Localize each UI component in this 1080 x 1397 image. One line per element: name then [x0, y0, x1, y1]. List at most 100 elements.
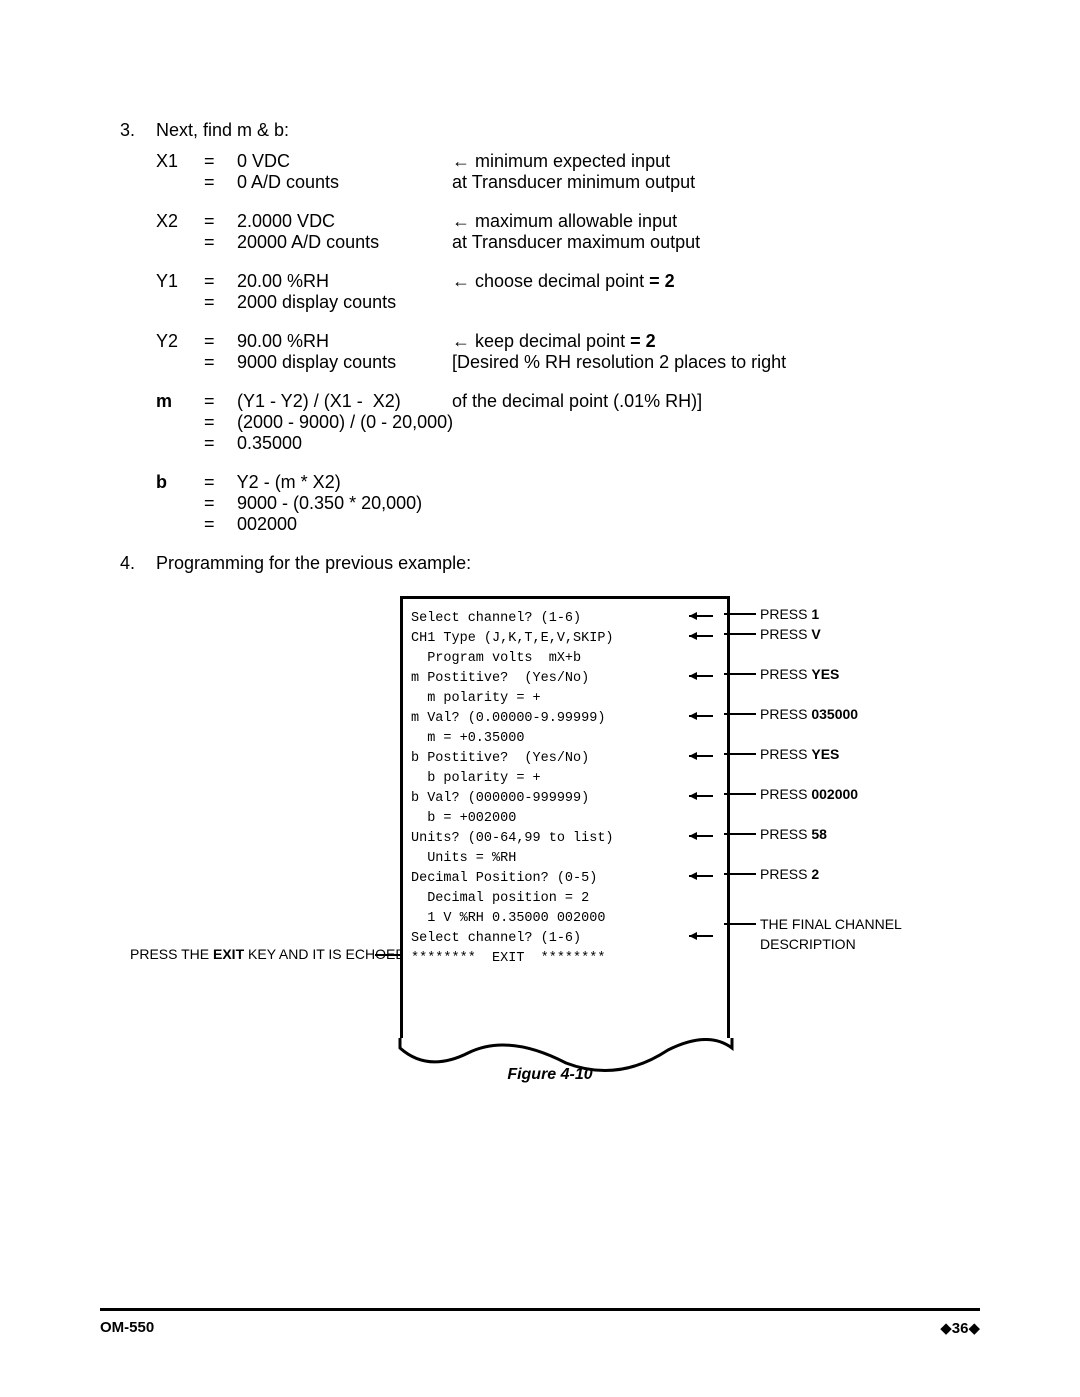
connector-line [724, 923, 756, 925]
calc-value: 0.35000 [232, 433, 452, 454]
calc-value: 0 A/D counts [232, 172, 452, 193]
arrow-left-icon [689, 629, 715, 649]
terminal-line: m Val? (0.00000-9.99999) [411, 709, 719, 729]
step-4: 4. Programming for the previous example: [120, 553, 980, 574]
calc-equals: = [204, 271, 232, 292]
step3-calc-grid: X1= 0 VDC← minimum expected input= 0 A/D… [156, 151, 980, 454]
calc-equals: = [204, 211, 232, 232]
left-exit-label: PRESS THE EXIT KEY AND IT IS ECHOED [130, 946, 405, 962]
calc-label: X1 [156, 151, 204, 172]
terminal-line: b polarity = + [411, 769, 719, 789]
step4-title: Programming for the previous example: [156, 553, 471, 574]
calc-label [156, 493, 204, 514]
page-footer: OM-550 ◆36◆ [100, 1308, 980, 1337]
connector-line [724, 753, 756, 755]
terminal-line: b Val? (000000-999999) [411, 789, 719, 809]
arrow-left-icon [689, 829, 715, 849]
right-note: PRESS 035000 [760, 704, 858, 724]
calc-label [156, 172, 204, 193]
calc-value: 90.00 %RH [232, 331, 452, 352]
connector-line [724, 873, 756, 875]
calc-label [156, 433, 204, 454]
calc-value: (Y1 - Y2) / (X1 - X2) [232, 391, 452, 412]
torn-edge [398, 1038, 734, 1068]
arrow-left-icon [689, 869, 715, 889]
terminal-line: CH1 Type (J,K,T,E,V,SKIP) [411, 629, 719, 649]
calc-value: 002000 [232, 514, 452, 535]
arrow-left-icon [689, 749, 715, 769]
calc-equals: = [204, 232, 232, 253]
arrow-left-icon [689, 789, 715, 809]
calc-equals: = [204, 391, 232, 412]
step4-number: 4. [120, 553, 156, 574]
calc-equals: = [204, 292, 232, 313]
calc-label: Y2 [156, 331, 204, 352]
figure-4-10: PRESS THE EXIT KEY AND IT IS ECHOED Sele… [120, 596, 980, 1106]
calc-note: ← minimum expected input [452, 151, 812, 172]
calc-equals: = [204, 514, 232, 535]
terminal-box: Select channel? (1-6)CH1 Type (J,K,T,E,V… [400, 596, 730, 1046]
right-note: PRESS YES [760, 744, 839, 764]
right-note: PRESS 002000 [760, 784, 858, 804]
terminal-line: m polarity = + [411, 689, 719, 709]
terminal-line: Program volts mX+b [411, 649, 719, 669]
terminal-line: Units = %RH [411, 849, 719, 869]
calc-value: 9000 - (0.350 * 20,000) [232, 493, 452, 514]
calc-note: at Transducer maximum output [452, 232, 812, 253]
calc-equals: = [204, 472, 232, 493]
calc-note: at Transducer minimum output [452, 172, 812, 193]
calc-note [452, 433, 812, 454]
connector-line [724, 833, 756, 835]
right-note: THE FINAL CHANNELDESCRIPTION [760, 914, 902, 954]
calc-note: of the decimal point (.01% RH)] [452, 391, 812, 412]
calc-note: [Desired % RH resolution 2 places to rig… [452, 352, 812, 373]
calc-equals: = [204, 151, 232, 172]
right-note: PRESS 1 [760, 604, 819, 624]
connector-line [724, 673, 756, 675]
connector-line [724, 613, 756, 615]
calc-note: ← choose decimal point = 2 [452, 271, 812, 292]
terminal-line: b = +002000 [411, 809, 719, 829]
figure-caption: Figure 4-10 [120, 1066, 980, 1084]
right-note: PRESS 2 [760, 864, 819, 884]
right-note: PRESS YES [760, 664, 839, 684]
arrow-left-icon [689, 929, 715, 949]
calc-note [452, 292, 812, 313]
calc-equals: = [204, 412, 232, 433]
terminal-line: Decimal Position? (0-5) [411, 869, 719, 889]
calc-value: 2.0000 VDC [232, 211, 452, 232]
arrow-left-icon [689, 669, 715, 689]
step3-b-grid: b= Y2 - (m * X2)= 9000 - (0.350 * 20,000… [156, 472, 980, 535]
calc-value: 20.00 %RH [232, 271, 452, 292]
connector-line [724, 633, 756, 635]
page-number-wrap: ◆36◆ [940, 1319, 980, 1337]
calc-value: 0 VDC [232, 151, 452, 172]
calc-label: Y1 [156, 271, 204, 292]
calc-note [452, 514, 812, 535]
step3-number: 3. [120, 120, 156, 141]
calc-label: X2 [156, 211, 204, 232]
terminal-line: Units? (00-64,99 to list) [411, 829, 719, 849]
calc-label [156, 412, 204, 433]
calc-value: 2000 display counts [232, 292, 452, 313]
step3-title: Next, find m & b: [156, 120, 289, 141]
terminal-line: Select channel? (1-6) [411, 929, 719, 949]
calc-note: ← maximum allowable input [452, 211, 812, 232]
calc-value: (2000 - 9000) / (0 - 20,000) [232, 412, 452, 433]
terminal-line: Select channel? (1-6) [411, 609, 719, 629]
calc-value: 9000 display counts [232, 352, 452, 373]
calc-label: m [156, 391, 204, 412]
calc-note: ← keep decimal point = 2 [452, 331, 812, 352]
terminal-line: ******** EXIT ******** [411, 949, 719, 969]
calc-note [452, 472, 812, 493]
calc-label [156, 292, 204, 313]
terminal-line: b Postitive? (Yes/No) [411, 749, 719, 769]
step-3: 3. Next, find m & b: X1= 0 VDC← minimum … [120, 120, 980, 535]
calc-note [452, 493, 812, 514]
terminal-line: m = +0.35000 [411, 729, 719, 749]
terminal-line: Decimal position = 2 [411, 889, 719, 909]
terminal-line: m Postitive? (Yes/No) [411, 669, 719, 689]
calc-label: b [156, 472, 204, 493]
calc-label [156, 352, 204, 373]
doc-id: OM-550 [100, 1319, 154, 1337]
